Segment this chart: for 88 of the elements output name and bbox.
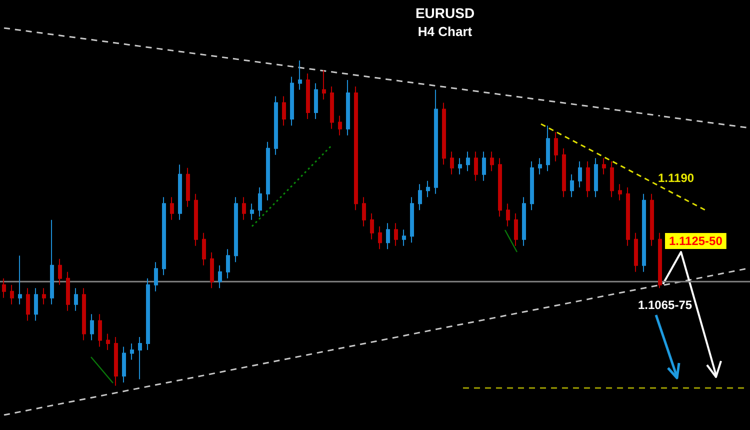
- candlestick: [74, 288, 78, 312]
- candlestick: [34, 288, 38, 322]
- text: 1.1125-50: [669, 234, 723, 248]
- candlestick: [234, 196, 238, 263]
- candlestick: [370, 212, 374, 240]
- candlestick: [50, 219, 54, 305]
- candlestick: [474, 151, 478, 182]
- candlestick: [130, 342, 134, 360]
- candlestick: [322, 70, 326, 100]
- candlestick: [162, 196, 166, 276]
- candlestick: [378, 226, 382, 250]
- candlestick: [562, 148, 566, 198]
- candlestick: [146, 278, 150, 350]
- candlestick: [314, 82, 318, 120]
- candlestick: [202, 232, 206, 266]
- candlestick: [498, 158, 502, 218]
- candlestick: [410, 196, 414, 244]
- candlestick: [490, 151, 494, 172]
- candlestick: [434, 89, 438, 194]
- candlestick: [138, 336, 142, 380]
- candlestick: [466, 151, 470, 172]
- candlestick: [154, 262, 158, 292]
- candlestick: [626, 186, 630, 246]
- candlestick: [266, 141, 270, 201]
- candlestick: [330, 86, 334, 130]
- candlestick: [522, 196, 526, 246]
- candlestick: [546, 125, 550, 172]
- candlestick: [386, 222, 390, 250]
- candlestick: [578, 160, 582, 188]
- candlestick: [66, 271, 70, 312]
- candlestick: [250, 203, 254, 220]
- candlestick: [402, 229, 406, 246]
- candlestick: [58, 258, 62, 286]
- candlestick: [610, 160, 614, 198]
- candlestick: [282, 96, 286, 126]
- candlestick: [194, 193, 198, 246]
- candlestick: [306, 73, 310, 120]
- annotation: 1.1065-75: [638, 298, 692, 312]
- candlestick: [26, 288, 30, 322]
- candlestick: [346, 80, 350, 136]
- candlestick: [450, 151, 454, 175]
- candlestick: [106, 333, 110, 350]
- candlestick: [170, 196, 174, 220]
- candlestick: [274, 96, 278, 156]
- candlestick: [186, 167, 190, 208]
- candlestick: [10, 284, 14, 305]
- candlestick: [426, 180, 430, 198]
- candlestick: [82, 288, 86, 341]
- candlestick: [90, 314, 94, 341]
- candlestick: [618, 184, 622, 201]
- candlestick: [418, 184, 422, 211]
- chart-subtitle: H4 Chart: [418, 24, 473, 39]
- candlestick: [354, 86, 358, 211]
- candlestick: [226, 248, 230, 279]
- candlestick: [258, 186, 262, 218]
- candlestick: [114, 336, 118, 386]
- candlestick: [298, 60, 302, 90]
- candlestick: [442, 102, 446, 166]
- candlestick: [290, 76, 294, 126]
- candlestick: [530, 160, 534, 211]
- candlestick: [586, 160, 590, 198]
- candlestick: [98, 314, 102, 348]
- candlestick: [178, 164, 182, 220]
- annotation: 1.1190: [658, 171, 694, 185]
- candlestick: [394, 222, 398, 246]
- candlestick: [362, 196, 366, 227]
- chart-title: EURUSD: [415, 5, 475, 21]
- candlestick: [634, 232, 638, 272]
- candlestick: [338, 115, 342, 136]
- candlestick: [458, 158, 462, 175]
- candlestick: [2, 278, 6, 298]
- candlestick: [642, 193, 646, 272]
- candlestick: [506, 203, 510, 227]
- candlestick: [570, 174, 574, 198]
- candlestick: [602, 158, 606, 175]
- candlestick: [218, 264, 222, 289]
- candlestick: [658, 232, 662, 289]
- candlestick: [42, 288, 46, 305]
- candlestick: [554, 132, 558, 162]
- candlestick: [650, 193, 654, 246]
- candlestick: [242, 196, 246, 220]
- candlestick: [210, 252, 214, 289]
- candlestick: [122, 346, 126, 383]
- candlestick: [482, 151, 486, 182]
- candlestick: [18, 255, 22, 305]
- candlestick: [514, 212, 518, 246]
- candlestick: [538, 158, 542, 175]
- candlestick: [594, 158, 598, 198]
